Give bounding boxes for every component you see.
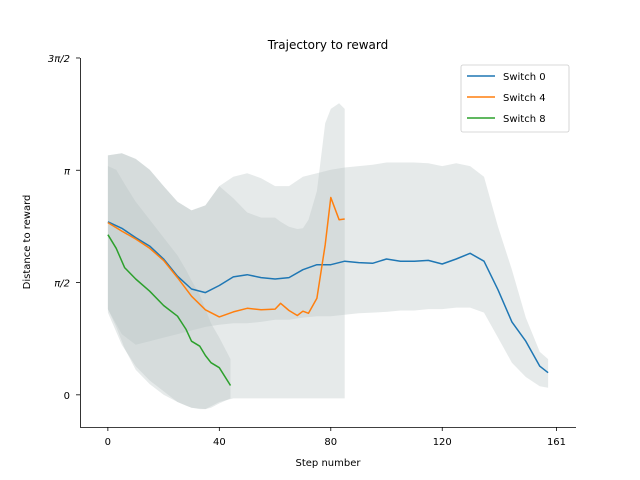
switch-0-line [107,221,549,374]
legend-label-switch-8: Switch 8 [503,114,546,125]
switch-4-line [107,196,345,318]
legend: Switch 0 Switch 4 Switch 8 [460,64,570,133]
legend-label-switch-0: Switch 0 [503,72,546,83]
x-axis-ticks: 0 40 80 120 161 [105,427,566,448]
y-axis-label: Distance to reward [22,195,33,290]
switch-8-band [107,166,231,410]
x-tick-label: 161 [547,437,566,448]
y-tick-label: π/2 [54,279,70,290]
switch-0-band [107,153,549,388]
switch-4-band [107,103,345,410]
legend-label-switch-4: Switch 4 [503,93,546,104]
y-axis-ticks: 0 π/2 π 3π/2 [48,54,80,402]
x-tick-label: 80 [324,437,337,448]
y-tick-label: π [64,166,71,177]
legend-frame [460,64,570,133]
y-tick-label: 0 [64,391,70,402]
y-tick-label: 3π/2 [48,54,70,65]
x-axis-label: Step number [296,458,362,469]
x-tick-label: 120 [433,437,452,448]
series-lines [107,196,549,386]
switch-8-line [107,234,232,386]
confidence-bands [107,103,549,410]
chart-title: Trajectory to reward [267,38,389,52]
x-tick-label: 0 [105,437,111,448]
x-tick-label: 40 [213,437,226,448]
